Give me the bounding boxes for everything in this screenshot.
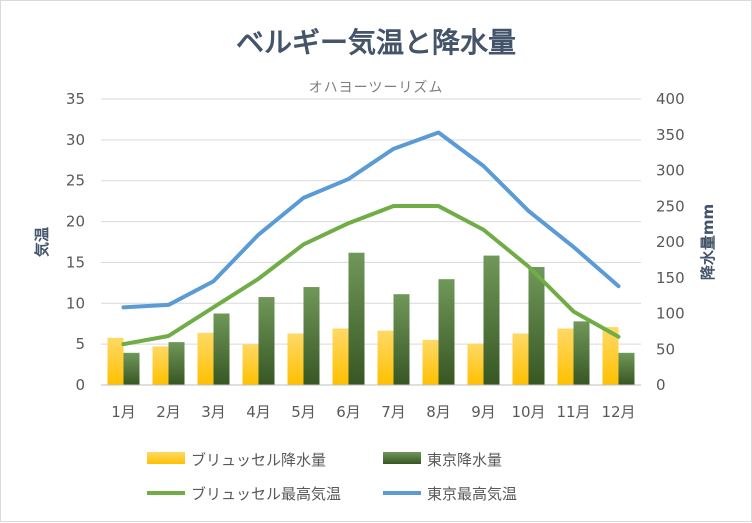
y-right-axis-title: 降水量mm <box>699 204 717 280</box>
y-right-tick-label: 50 <box>656 340 675 358</box>
bar-brussels-precip <box>467 343 484 385</box>
bar-tokyo-precip <box>168 342 185 385</box>
x-tick-label: 5月 <box>291 403 316 421</box>
y-right-tick-label: 300 <box>656 162 685 180</box>
chart-subtitle: オハヨーツーリズム <box>308 80 444 96</box>
bar-brussels-precip <box>332 328 349 385</box>
legend-brussels-precip-label: ブリュッセル降水量 <box>191 451 326 469</box>
y-right-tick-label: 150 <box>656 269 685 287</box>
x-tick-label: 1月 <box>111 403 136 421</box>
bar-tokyo-precip <box>528 267 545 385</box>
x-tick-label: 2月 <box>156 403 181 421</box>
y-left-tick-label: 0 <box>75 376 85 394</box>
y-right-tick-label: 0 <box>656 376 666 394</box>
bar-tokyo-precip <box>393 294 410 385</box>
y-left-tick-label: 15 <box>66 253 85 271</box>
x-tick-label: 3月 <box>201 403 226 421</box>
bar-tokyo-precip <box>258 297 275 385</box>
y-right-tick-label: 400 <box>656 90 685 108</box>
legend-brussels-precip-swatch <box>147 452 185 464</box>
x-tick-label: 12月 <box>601 403 635 421</box>
series-line-tokyo-temp <box>121 130 621 310</box>
chart-title: ベルギー気温と降水量 <box>235 26 516 59</box>
bar-brussels-precip <box>107 337 124 385</box>
bar-brussels-precip <box>377 330 394 385</box>
bar-tokyo-precip <box>348 252 365 385</box>
bar-tokyo-precip <box>303 287 320 385</box>
x-tick-label: 11月 <box>556 403 590 421</box>
bar-brussels-precip <box>422 339 439 385</box>
x-tick-label: 9月 <box>471 403 496 421</box>
bar-tokyo-precip <box>573 321 590 385</box>
legend-tokyo-temp-label: 東京最高気温 <box>427 485 517 503</box>
bar-tokyo-precip <box>483 255 500 385</box>
y-right-tick-label: 250 <box>656 197 685 215</box>
x-tick-label: 7月 <box>381 403 406 421</box>
bar-brussels-precip <box>152 346 169 385</box>
y-left-axis-title: 気温 <box>33 227 51 257</box>
y-right-tick-label: 200 <box>656 233 685 251</box>
bar-brussels-precip <box>602 327 619 385</box>
bar-brussels-precip <box>287 333 304 385</box>
y-left-tick-label: 10 <box>66 294 85 312</box>
series-line-brussels-temp <box>121 204 621 347</box>
y-left-tick-label: 5 <box>75 335 85 353</box>
x-tick-label: 10月 <box>511 403 545 421</box>
bar-brussels-precip <box>557 328 574 385</box>
x-tick-label: 6月 <box>336 403 361 421</box>
bar-brussels-precip <box>197 332 214 385</box>
bar-brussels-precip <box>512 333 529 385</box>
y-right-tick-label: 350 <box>656 126 685 144</box>
x-tick-label: 8月 <box>426 403 451 421</box>
bar-tokyo-precip <box>123 352 140 385</box>
bar-brussels-precip <box>242 344 259 385</box>
bar-tokyo-precip <box>438 279 455 385</box>
y-right-tick-label: 100 <box>656 305 685 323</box>
legend-tokyo-precip-label: 東京降水量 <box>427 451 502 469</box>
y-left-tick-label: 35 <box>66 90 85 108</box>
x-tick-label: 4月 <box>246 403 271 421</box>
y-left-tick-label: 25 <box>66 172 85 190</box>
legend-brussels-temp-label: ブリュッセル最高気温 <box>191 485 341 503</box>
y-left-tick-label: 20 <box>66 213 85 231</box>
y-left-tick-label: 30 <box>66 131 85 149</box>
bar-tokyo-precip <box>618 352 635 385</box>
bar-tokyo-precip <box>213 313 230 385</box>
legend-tokyo-precip-swatch <box>383 452 421 464</box>
